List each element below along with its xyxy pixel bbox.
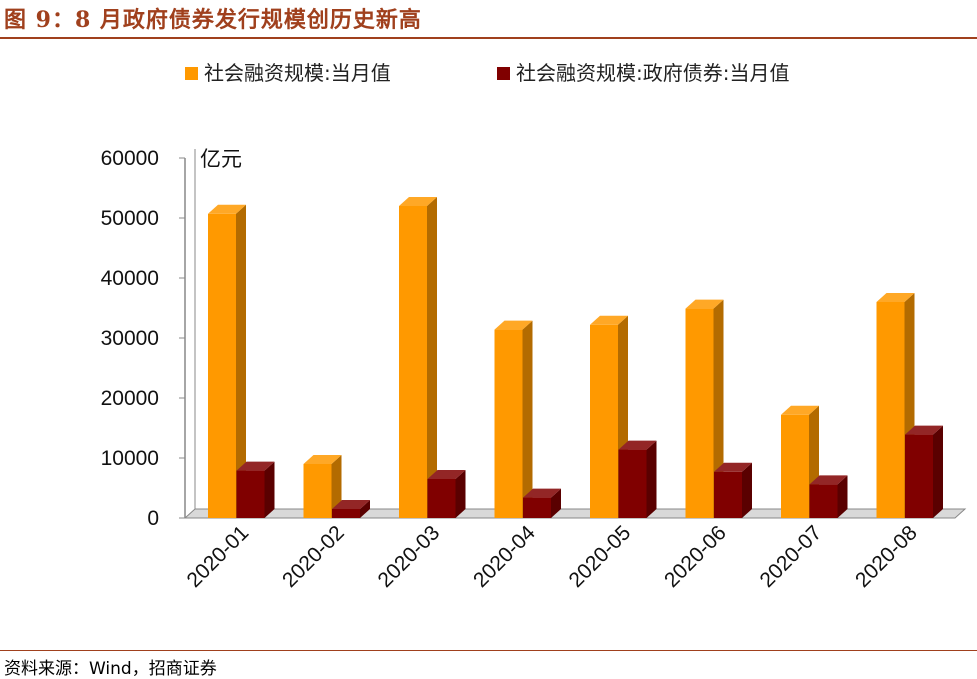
bar-series2-2020-05: [618, 440, 657, 518]
bar-series1-2020-04: [494, 320, 533, 518]
x-tick-label: 2020-05: [565, 521, 636, 592]
source-note: 资料来源：Wind，招商证券: [4, 659, 217, 679]
x-tick-label: 2020-08: [851, 521, 922, 592]
x-tick-label: 2020-01: [183, 521, 254, 592]
y-tick-label: 30000: [101, 327, 159, 350]
bar-series2-2020-07: [809, 475, 848, 518]
y-tick-label: 0: [147, 507, 159, 530]
axes: [179, 149, 967, 519]
legend: 社会融资规模:当月值 社会融资规模:政府债券:当月值: [185, 61, 789, 85]
bar-series2-2020-06: [714, 462, 752, 518]
x-tick-label: 2020-03: [374, 521, 445, 592]
bar-series1-2020-06: [685, 299, 724, 518]
bar-series2-2020-08: [905, 425, 943, 518]
figure-title: 图 9：8 月政府债券发行规模创历史新高: [4, 7, 422, 33]
floor: [183, 508, 967, 519]
y-tick-label: 40000: [101, 267, 159, 290]
x-tick-label: 2020-07: [756, 521, 827, 592]
legend-label: 社会融资规模:当月值: [204, 61, 391, 85]
bar-series2-2020-02: [332, 500, 370, 518]
bar-series2-2020-03: [427, 470, 466, 518]
y-tick-label: 10000: [101, 447, 159, 470]
unit-label: 亿元: [200, 147, 242, 171]
y-tick-label: 50000: [101, 207, 159, 230]
bar-chart: 社会融资规模:当月值 社会融资规模:政府债券:当月值 亿元 0 10000 20000…: [101, 61, 967, 592]
y-tick-label: 60000: [101, 147, 159, 170]
bars: [208, 197, 943, 519]
legend-swatch: [185, 67, 198, 80]
legend-item-2: 社会融资规模:政府债券:当月值: [497, 61, 789, 85]
title-rule: [0, 37, 977, 39]
y-tick-label: 20000: [101, 387, 159, 410]
bar-series1-2020-01: [208, 204, 246, 519]
legend-item-1: 社会融资规模:当月值: [185, 61, 391, 85]
bar-series2-2020-01: [236, 461, 275, 518]
source-rule: [0, 650, 977, 651]
legend-swatch: [497, 67, 510, 80]
x-tick-label: 2020-02: [278, 521, 349, 592]
bar-series1-2020-03: [399, 197, 437, 518]
bar-series2-2020-04: [523, 488, 561, 518]
x-tick-label: 2020-04: [469, 521, 540, 592]
x-tick-label: 2020-06: [660, 521, 731, 592]
bar-series1-2020-02: [303, 455, 342, 518]
legend-label: 社会融资规模:政府债券:当月值: [516, 61, 789, 85]
